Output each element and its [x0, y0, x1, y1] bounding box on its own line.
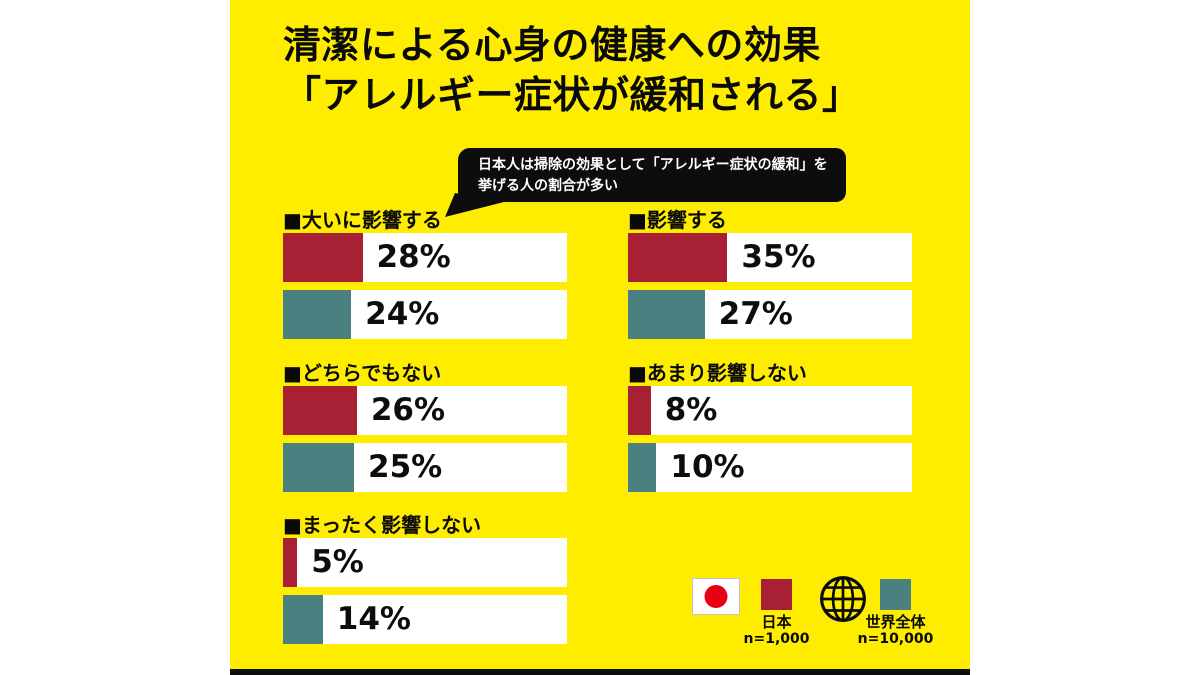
section-2: ■影響する 35% 27% — [628, 204, 912, 347]
japan-legend-label: 日本 — [761, 613, 792, 631]
section-3: ■どちらでもない 26% 25% — [283, 357, 567, 500]
japan-flag-icon — [692, 578, 740, 615]
bar-track-world: 24% — [283, 290, 567, 339]
callout-tail — [445, 193, 504, 217]
bar-track-world: 14% — [283, 595, 567, 644]
callout-line-2: 挙げる人の割合が多い — [478, 178, 618, 194]
page-title: 清潔による心身の健康への効果 「アレルギー症状が緩和される」 — [283, 20, 861, 120]
world-color-swatch — [880, 579, 911, 610]
bar-track-japan: 35% — [628, 233, 912, 282]
world-legend-label: 世界全体 — [865, 613, 926, 631]
japan-color-swatch — [761, 579, 792, 610]
bar-track-japan: 5% — [283, 538, 567, 587]
bar-value: 24% — [365, 296, 440, 332]
bar-track-japan: 26% — [283, 386, 567, 435]
bar-value: 26% — [370, 392, 446, 428]
bar-value: 5% — [311, 544, 364, 580]
bar-fill-world — [628, 443, 657, 492]
bar-fill-japan — [628, 386, 651, 435]
yellow-panel: 清潔による心身の健康への効果 「アレルギー症状が緩和される」 日本人は掃除の効果… — [230, 0, 970, 675]
callout-line-1: 日本人は掃除の効果として「アレルギー症状の緩和」を — [478, 157, 828, 173]
bar-fill-japan — [283, 233, 363, 282]
callout-bubble: 日本人は掃除の効果として「アレルギー症状の緩和」を 挙げる人の割合が多い — [458, 148, 846, 202]
bar-value: 35% — [741, 239, 816, 275]
bar-fill-japan — [283, 386, 357, 435]
japan-sample-size: n=1,000 — [743, 631, 810, 647]
section-label: ■影響する — [628, 208, 727, 232]
bar-value: 8% — [664, 392, 718, 428]
world-legend-text: 世界全体 n=10,000 — [853, 614, 938, 648]
section-label: ■大いに影響する — [283, 208, 442, 232]
bar-value: 27% — [718, 296, 793, 332]
section-label: ■どちらでもない — [283, 361, 442, 385]
section-1: ■大いに影響する 28% 24% — [283, 204, 567, 347]
bar-fill-japan — [283, 538, 298, 587]
bar-fill-world — [283, 443, 354, 492]
world-sample-size: n=10,000 — [857, 631, 934, 647]
bar-track-world: 27% — [628, 290, 912, 339]
section-label: ■あまり影響しない — [628, 361, 807, 385]
bar-value: 10% — [670, 449, 745, 485]
section-5: ■まったく影響しない 5% 14% — [283, 509, 567, 652]
bar-track-world: 10% — [628, 443, 912, 492]
bar-fill-japan — [628, 233, 728, 282]
bottom-black-strip — [230, 669, 970, 675]
bar-track-world: 25% — [283, 443, 567, 492]
section-label: ■まったく影響しない — [283, 513, 482, 537]
section-4: ■あまり影響しない 8% 10% — [628, 357, 912, 500]
legend: 日本 n=1,000 世界全体 n=10,000 — [685, 572, 980, 662]
bar-fill-world — [283, 290, 352, 339]
title-line-1: 清潔による心身の健康への効果 — [283, 23, 821, 67]
bar-value: 28% — [376, 239, 451, 275]
bar-value: 25% — [368, 449, 443, 485]
bar-track-japan: 28% — [283, 233, 567, 282]
bar-value: 14% — [336, 601, 411, 637]
bar-fill-world — [283, 595, 323, 644]
japan-legend-text: 日本 n=1,000 — [736, 614, 817, 648]
bar-fill-world — [628, 290, 705, 339]
bar-track-japan: 8% — [628, 386, 912, 435]
globe-icon — [820, 576, 866, 622]
title-line-2: 「アレルギー症状が緩和される」 — [283, 73, 861, 117]
